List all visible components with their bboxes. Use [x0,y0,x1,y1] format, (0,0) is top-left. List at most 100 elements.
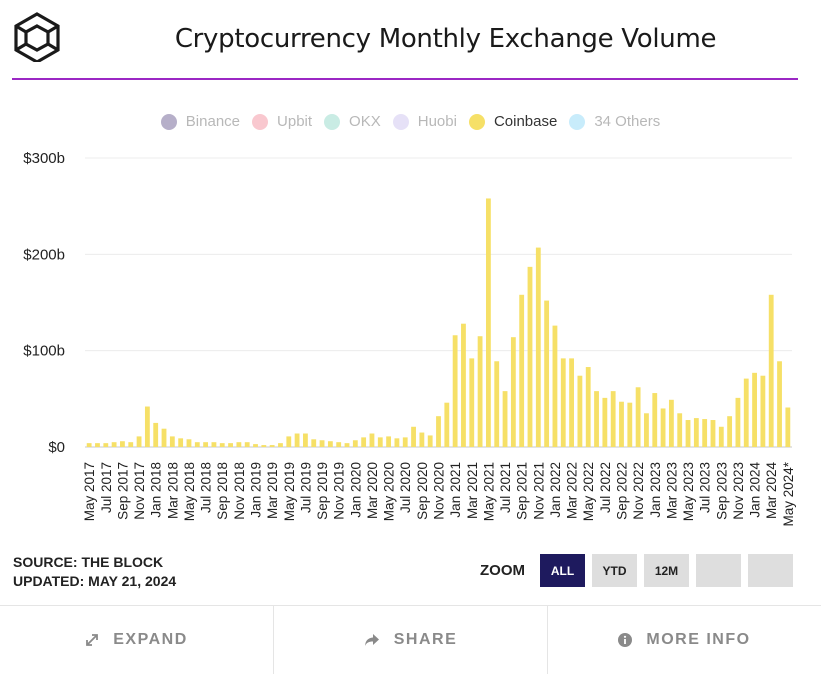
y-tick-label: $100b [23,343,65,360]
bar [436,416,441,447]
bar [535,247,541,447]
bar [303,433,308,447]
bar [777,361,782,447]
legend-label: Coinbase [493,113,558,130]
bar [743,378,749,447]
bar [702,419,708,447]
x-tick-label: Sep 2021 [515,462,530,520]
legend-label: 34 Others [594,113,661,130]
x-tick-label: Jan 2018 [149,462,164,518]
legend-label: OKX [349,113,381,130]
bar [327,441,333,447]
x-tick-label: Mar 2024 [764,462,779,520]
zoom-all-button[interactable]: ALL [540,554,585,587]
legend-label: Upbit [277,113,313,130]
legend-item-upbit[interactable]: Upbit [252,113,312,130]
bar [236,442,242,447]
x-tick-label: Jan 2019 [249,462,264,518]
x-tick-label: Sep 2020 [415,462,430,520]
legend-dot [160,113,177,130]
bar [668,399,674,447]
x-tick-label: May 2024* [781,461,796,526]
bar [377,437,383,447]
legend-item-okx[interactable]: OKX [324,113,381,130]
x-tick-label: Jul 2023 [698,462,713,513]
info-circle-icon [618,633,633,647]
expand-label: EXPAND [113,631,188,648]
expand-button[interactable]: EXPAND [0,606,274,674]
x-tick-label: Nov 2017 [132,462,147,520]
bar [610,391,616,447]
share-button[interactable]: SHARE [274,606,548,674]
x-tick-label: Jul 2019 [298,462,313,513]
bar [469,358,475,447]
bar [244,442,250,447]
x-tick-label: May 2017 [82,462,97,521]
bar [519,294,525,447]
more-info-label: MORE INFO [646,631,751,648]
more-info-button[interactable]: MORE INFO [548,606,821,674]
x-tick-label: Jul 2017 [99,462,114,513]
bar [527,266,533,447]
bar [128,442,134,447]
bar [411,426,416,447]
zoom-12m-button[interactable]: 12M [644,554,689,587]
bar [386,436,392,447]
bar [203,442,209,447]
legend-dot [392,113,409,130]
legend-dot [569,113,586,130]
chart-title: Cryptocurrency Monthly Exchange Volume [174,24,717,54]
bar [577,375,583,447]
bar [560,358,566,447]
zoom-blank-button-1[interactable] [696,554,741,587]
bar [569,358,574,447]
bar [444,402,450,447]
x-tick-label: Nov 2018 [232,462,247,520]
bar [186,439,192,447]
x-tick-label: Jan 2023 [648,462,663,518]
bar [311,439,317,447]
x-tick-label: Mar 2019 [265,462,280,519]
bar [419,432,425,447]
bar [211,442,217,447]
x-tick-label: Jul 2021 [498,462,513,513]
legend-item-others[interactable]: 34 Others [569,113,660,130]
zoom-controls: ZOOM ALL YTD 12M [480,554,793,587]
bar [253,444,258,447]
bar [319,440,325,447]
zoom-blank-button-2[interactable] [748,554,793,587]
zoom-ytd-button[interactable]: YTD [592,554,637,587]
bar [652,393,658,447]
x-tick-label: Mar 2021 [465,462,480,519]
action-bar: EXPAND SHARE MORE INFO [0,605,821,674]
y-tick-label: $0 [48,439,65,456]
legend-item-binance[interactable]: Binance [160,113,240,130]
bar [693,418,699,447]
bar [294,433,300,447]
x-tick-label: Sep 2019 [315,462,330,520]
bar [361,437,367,447]
x-tick-label: Jan 2020 [348,462,363,518]
bar [120,441,125,447]
x-tick-label: May 2018 [182,462,197,521]
bar [768,294,774,447]
bar [86,443,92,447]
chart-legend: Binance Upbit OKX Huobi Coinbase 34 Othe… [0,113,821,130]
share-arrow-icon [364,633,380,647]
bar [544,300,550,447]
bar [103,443,109,447]
title-divider [12,78,798,80]
x-tick-label: Mar 2023 [664,462,679,519]
bar [644,413,649,447]
expand-arrows-icon [85,633,99,647]
bar [760,375,766,447]
bar [394,438,400,447]
x-tick-label: Nov 2022 [631,462,646,520]
bar [352,440,358,447]
x-tick-label: May 2023 [681,462,696,521]
legend-item-coinbase[interactable]: Coinbase [468,113,558,130]
x-tick-label: Jul 2022 [598,462,613,513]
x-tick-label: May 2021 [481,462,496,521]
legend-item-huobi[interactable]: Huobi [392,113,457,130]
